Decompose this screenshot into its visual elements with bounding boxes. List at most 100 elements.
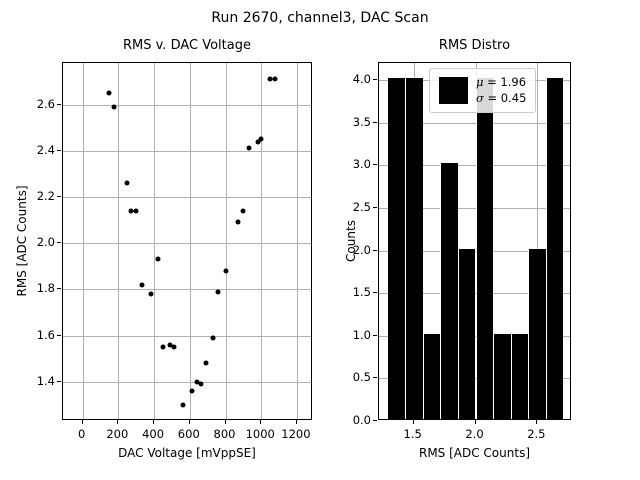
x-tick-label: 1000 bbox=[245, 427, 275, 441]
y-tick bbox=[373, 334, 377, 336]
x-tick bbox=[536, 420, 538, 424]
h-gridline bbox=[63, 381, 311, 383]
y-tick-label: 1.8 bbox=[36, 281, 55, 296]
y-tick-label: 4.0 bbox=[352, 72, 371, 87]
histogram-bar bbox=[387, 78, 406, 419]
v-gridline bbox=[296, 63, 298, 419]
h-gridline bbox=[63, 196, 311, 198]
h-gridline bbox=[63, 243, 311, 245]
histogram-bar bbox=[440, 163, 458, 419]
y-tick bbox=[373, 377, 377, 379]
y-tick bbox=[373, 292, 377, 294]
histogram-xaxis-label: RMS [ADC Counts] bbox=[418, 446, 531, 460]
y-tick-label: 1.5 bbox=[352, 285, 371, 300]
histogram-bar bbox=[510, 333, 529, 419]
histogram-bar bbox=[422, 333, 441, 419]
x-tick bbox=[412, 420, 414, 424]
scatter-point bbox=[198, 381, 203, 387]
v-gridline bbox=[189, 63, 191, 419]
x-tick-label: 1.5 bbox=[403, 427, 422, 441]
scatter-point bbox=[148, 291, 153, 297]
v-gridline bbox=[118, 63, 120, 419]
histogram-bar bbox=[475, 78, 494, 419]
scatter-point bbox=[267, 76, 273, 82]
scatter-plot-title: RMS v. DAC Voltage bbox=[122, 38, 251, 53]
h-gridline bbox=[379, 165, 570, 167]
x-tick-label: 2.5 bbox=[527, 427, 546, 441]
scatter-point bbox=[210, 335, 216, 341]
x-tick bbox=[188, 420, 190, 424]
histogram-bar bbox=[493, 333, 511, 419]
y-tick-label: 2.6 bbox=[36, 96, 55, 111]
scatter-point bbox=[128, 208, 134, 214]
scatter-point bbox=[124, 180, 130, 186]
scatter-point bbox=[255, 139, 261, 145]
sigma-symbol: σ bbox=[476, 90, 484, 105]
x-tick-label: 0 bbox=[77, 427, 86, 441]
x-tick-label: 400 bbox=[142, 427, 165, 441]
y-tick-label: 1.0 bbox=[352, 327, 371, 342]
x-tick bbox=[153, 420, 155, 424]
x-tick-label: 1200 bbox=[281, 427, 311, 441]
histogram-bar bbox=[405, 78, 423, 419]
y-tick-label: 2.0 bbox=[352, 242, 371, 257]
scatter-point bbox=[272, 76, 278, 82]
y-tick bbox=[373, 164, 377, 166]
figure-title: Run 2670, channel3, DAC Scan bbox=[211, 10, 429, 26]
scatter-point bbox=[111, 104, 117, 110]
legend-sigma-line: σ = 0.45 bbox=[476, 91, 526, 107]
scatter-point bbox=[258, 136, 264, 142]
sigma-value: = 0.45 bbox=[483, 90, 527, 105]
y-tick bbox=[57, 195, 61, 197]
x-tick-label: 600 bbox=[177, 427, 200, 441]
y-tick-label: 0.5 bbox=[352, 370, 371, 385]
histogram-bar bbox=[545, 78, 564, 419]
y-tick-label: 1.6 bbox=[36, 327, 55, 342]
v-gridline bbox=[225, 63, 227, 419]
y-tick-label: 3.0 bbox=[352, 157, 371, 172]
scatter-point bbox=[133, 208, 139, 214]
h-gridline bbox=[63, 289, 311, 291]
legend-mu-line: μ = 1.96 bbox=[476, 75, 526, 91]
y-tick bbox=[57, 103, 61, 105]
y-tick bbox=[57, 380, 61, 382]
scatter-point bbox=[235, 219, 241, 225]
y-tick-label: 2.4 bbox=[36, 142, 55, 157]
scatter-point bbox=[246, 145, 252, 151]
scatter-point bbox=[155, 256, 161, 262]
scatter-point bbox=[171, 344, 177, 350]
y-tick bbox=[373, 121, 377, 123]
y-tick bbox=[373, 206, 377, 208]
scatter-xaxis-label: DAC Voltage [mVppSE] bbox=[118, 446, 256, 460]
h-gridline bbox=[63, 150, 311, 152]
legend-label: μ = 1.96 σ = 0.45 bbox=[476, 75, 526, 106]
x-tick bbox=[474, 420, 476, 424]
scatter-point bbox=[203, 360, 209, 366]
v-gridline bbox=[261, 63, 263, 419]
y-tick-label: 2.5 bbox=[352, 199, 371, 214]
x-tick bbox=[295, 420, 297, 424]
legend-swatch-icon bbox=[439, 77, 468, 105]
scatter-plot-area bbox=[62, 62, 312, 420]
scatter-point bbox=[240, 208, 246, 214]
y-tick bbox=[373, 420, 377, 421]
scatter-point bbox=[189, 388, 195, 394]
h-gridline bbox=[379, 122, 570, 124]
v-gridline bbox=[154, 63, 156, 419]
y-tick-label: 2.0 bbox=[36, 235, 55, 250]
y-tick-label: 1.4 bbox=[36, 373, 55, 388]
h-gridline bbox=[63, 335, 311, 337]
x-tick-label: 2.0 bbox=[465, 427, 484, 441]
mu-value: = 1.96 bbox=[483, 75, 527, 89]
v-gridline bbox=[82, 63, 84, 419]
y-tick bbox=[57, 288, 61, 290]
x-tick bbox=[224, 420, 226, 424]
y-tick bbox=[57, 149, 61, 151]
y-tick-label: 0.0 bbox=[352, 413, 371, 427]
histogram-plot-area bbox=[378, 62, 571, 420]
scatter-point bbox=[223, 268, 228, 274]
y-tick bbox=[373, 79, 377, 81]
x-tick bbox=[117, 420, 119, 424]
x-tick bbox=[260, 420, 262, 424]
